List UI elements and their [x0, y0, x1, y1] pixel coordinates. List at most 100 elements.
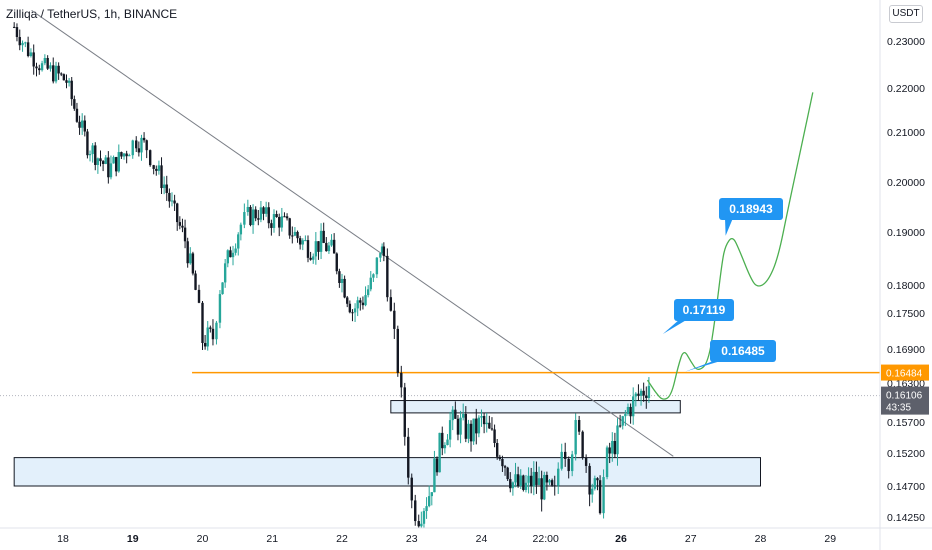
candle-body — [540, 478, 543, 500]
candle-body — [451, 409, 454, 421]
y-tick-label: 0.18000 — [887, 280, 925, 292]
candle-body — [70, 80, 73, 100]
candle-body — [369, 277, 372, 290]
candle-body — [503, 466, 507, 468]
candle-body — [54, 65, 58, 82]
candle-body — [340, 278, 344, 283]
candle-body — [435, 458, 439, 473]
candle-body — [364, 295, 367, 306]
candle-body — [522, 475, 525, 490]
candle-body — [498, 456, 502, 459]
callout-pointer — [725, 218, 733, 236]
candle-body — [382, 246, 386, 256]
x-tick-label: 23 — [406, 533, 418, 545]
candle-body — [283, 216, 286, 218]
candle-body — [642, 390, 645, 396]
candle-body — [400, 372, 403, 388]
callout-label: 0.16485 — [721, 344, 765, 358]
candle-body — [454, 409, 457, 419]
candle-body — [162, 184, 166, 189]
candle-body — [443, 445, 447, 449]
candle-body — [15, 27, 19, 38]
candle-body — [420, 523, 423, 527]
candle-body — [467, 423, 470, 439]
candle-body — [564, 451, 567, 459]
candle-body — [433, 458, 436, 493]
candle-body — [83, 120, 86, 132]
candle-body — [275, 214, 278, 218]
candle-body — [438, 432, 441, 473]
candle-body — [109, 163, 113, 178]
candle-body — [338, 271, 341, 283]
candle-body — [104, 157, 107, 164]
candle-body — [403, 387, 406, 437]
chart-lines — [0, 10, 880, 457]
y-tick-label: 0.15700 — [887, 417, 925, 429]
candle-body — [249, 206, 252, 226]
candle-body — [165, 184, 168, 193]
candle-body — [624, 413, 627, 417]
candle-body — [602, 477, 605, 514]
candle-body — [142, 137, 146, 141]
candle-body — [215, 322, 218, 340]
candle-body — [285, 216, 289, 219]
candle-body — [270, 223, 273, 228]
candle-body — [21, 42, 24, 46]
candle-body — [379, 253, 382, 258]
candle-body — [477, 417, 481, 434]
candle-body — [475, 418, 478, 434]
candle-body — [301, 240, 304, 245]
candle-body — [234, 248, 237, 253]
candle-body — [75, 108, 79, 122]
candle-body — [448, 420, 452, 440]
candle-body — [461, 413, 465, 418]
candle-body — [608, 447, 611, 454]
candle-body — [591, 488, 594, 495]
candle-body — [584, 457, 588, 466]
callout-pointer — [662, 319, 688, 334]
candle-body — [52, 65, 55, 82]
last-price-tag — [881, 386, 929, 415]
candle-body — [231, 252, 235, 258]
projection-line — [646, 92, 814, 400]
candle-body — [288, 218, 291, 236]
candle-body — [422, 511, 426, 524]
candle-body — [327, 245, 331, 252]
candle-body — [570, 454, 574, 472]
candle-body — [78, 121, 81, 128]
candle-body — [254, 209, 257, 219]
y-tick-label: 0.14700 — [887, 481, 925, 493]
candle-body — [57, 65, 60, 74]
candle-body — [366, 289, 370, 296]
currency-button[interactable]: USDT — [889, 5, 923, 23]
candle-body — [639, 390, 643, 396]
candle-body — [430, 492, 434, 497]
candle-body — [131, 140, 134, 156]
y-tick-label: 0.14250 — [887, 512, 925, 524]
candle-body — [125, 153, 128, 157]
candle-body — [137, 148, 141, 153]
x-tick-label: 20 — [197, 533, 209, 545]
y-tick-label: 0.22000 — [887, 83, 925, 95]
y-tick-label: 0.23000 — [887, 36, 925, 48]
candle-body — [120, 152, 123, 157]
candle-body — [259, 207, 263, 220]
callout-box — [710, 340, 776, 362]
candle-body — [459, 417, 462, 435]
candle-body — [157, 165, 161, 171]
candle-body — [211, 328, 215, 340]
candle-body — [511, 482, 515, 489]
candle-body — [645, 395, 648, 398]
candle-body — [107, 157, 110, 178]
support-zone — [390, 400, 681, 414]
candle-body — [160, 165, 163, 189]
candle-body — [332, 239, 336, 254]
candle-body — [96, 158, 100, 165]
y-tick-label: 0.20000 — [887, 177, 925, 189]
candle-body — [557, 468, 560, 486]
candle-body — [317, 241, 320, 252]
candle-body — [304, 240, 307, 242]
candle-body — [577, 420, 581, 432]
candle-body — [509, 479, 512, 489]
